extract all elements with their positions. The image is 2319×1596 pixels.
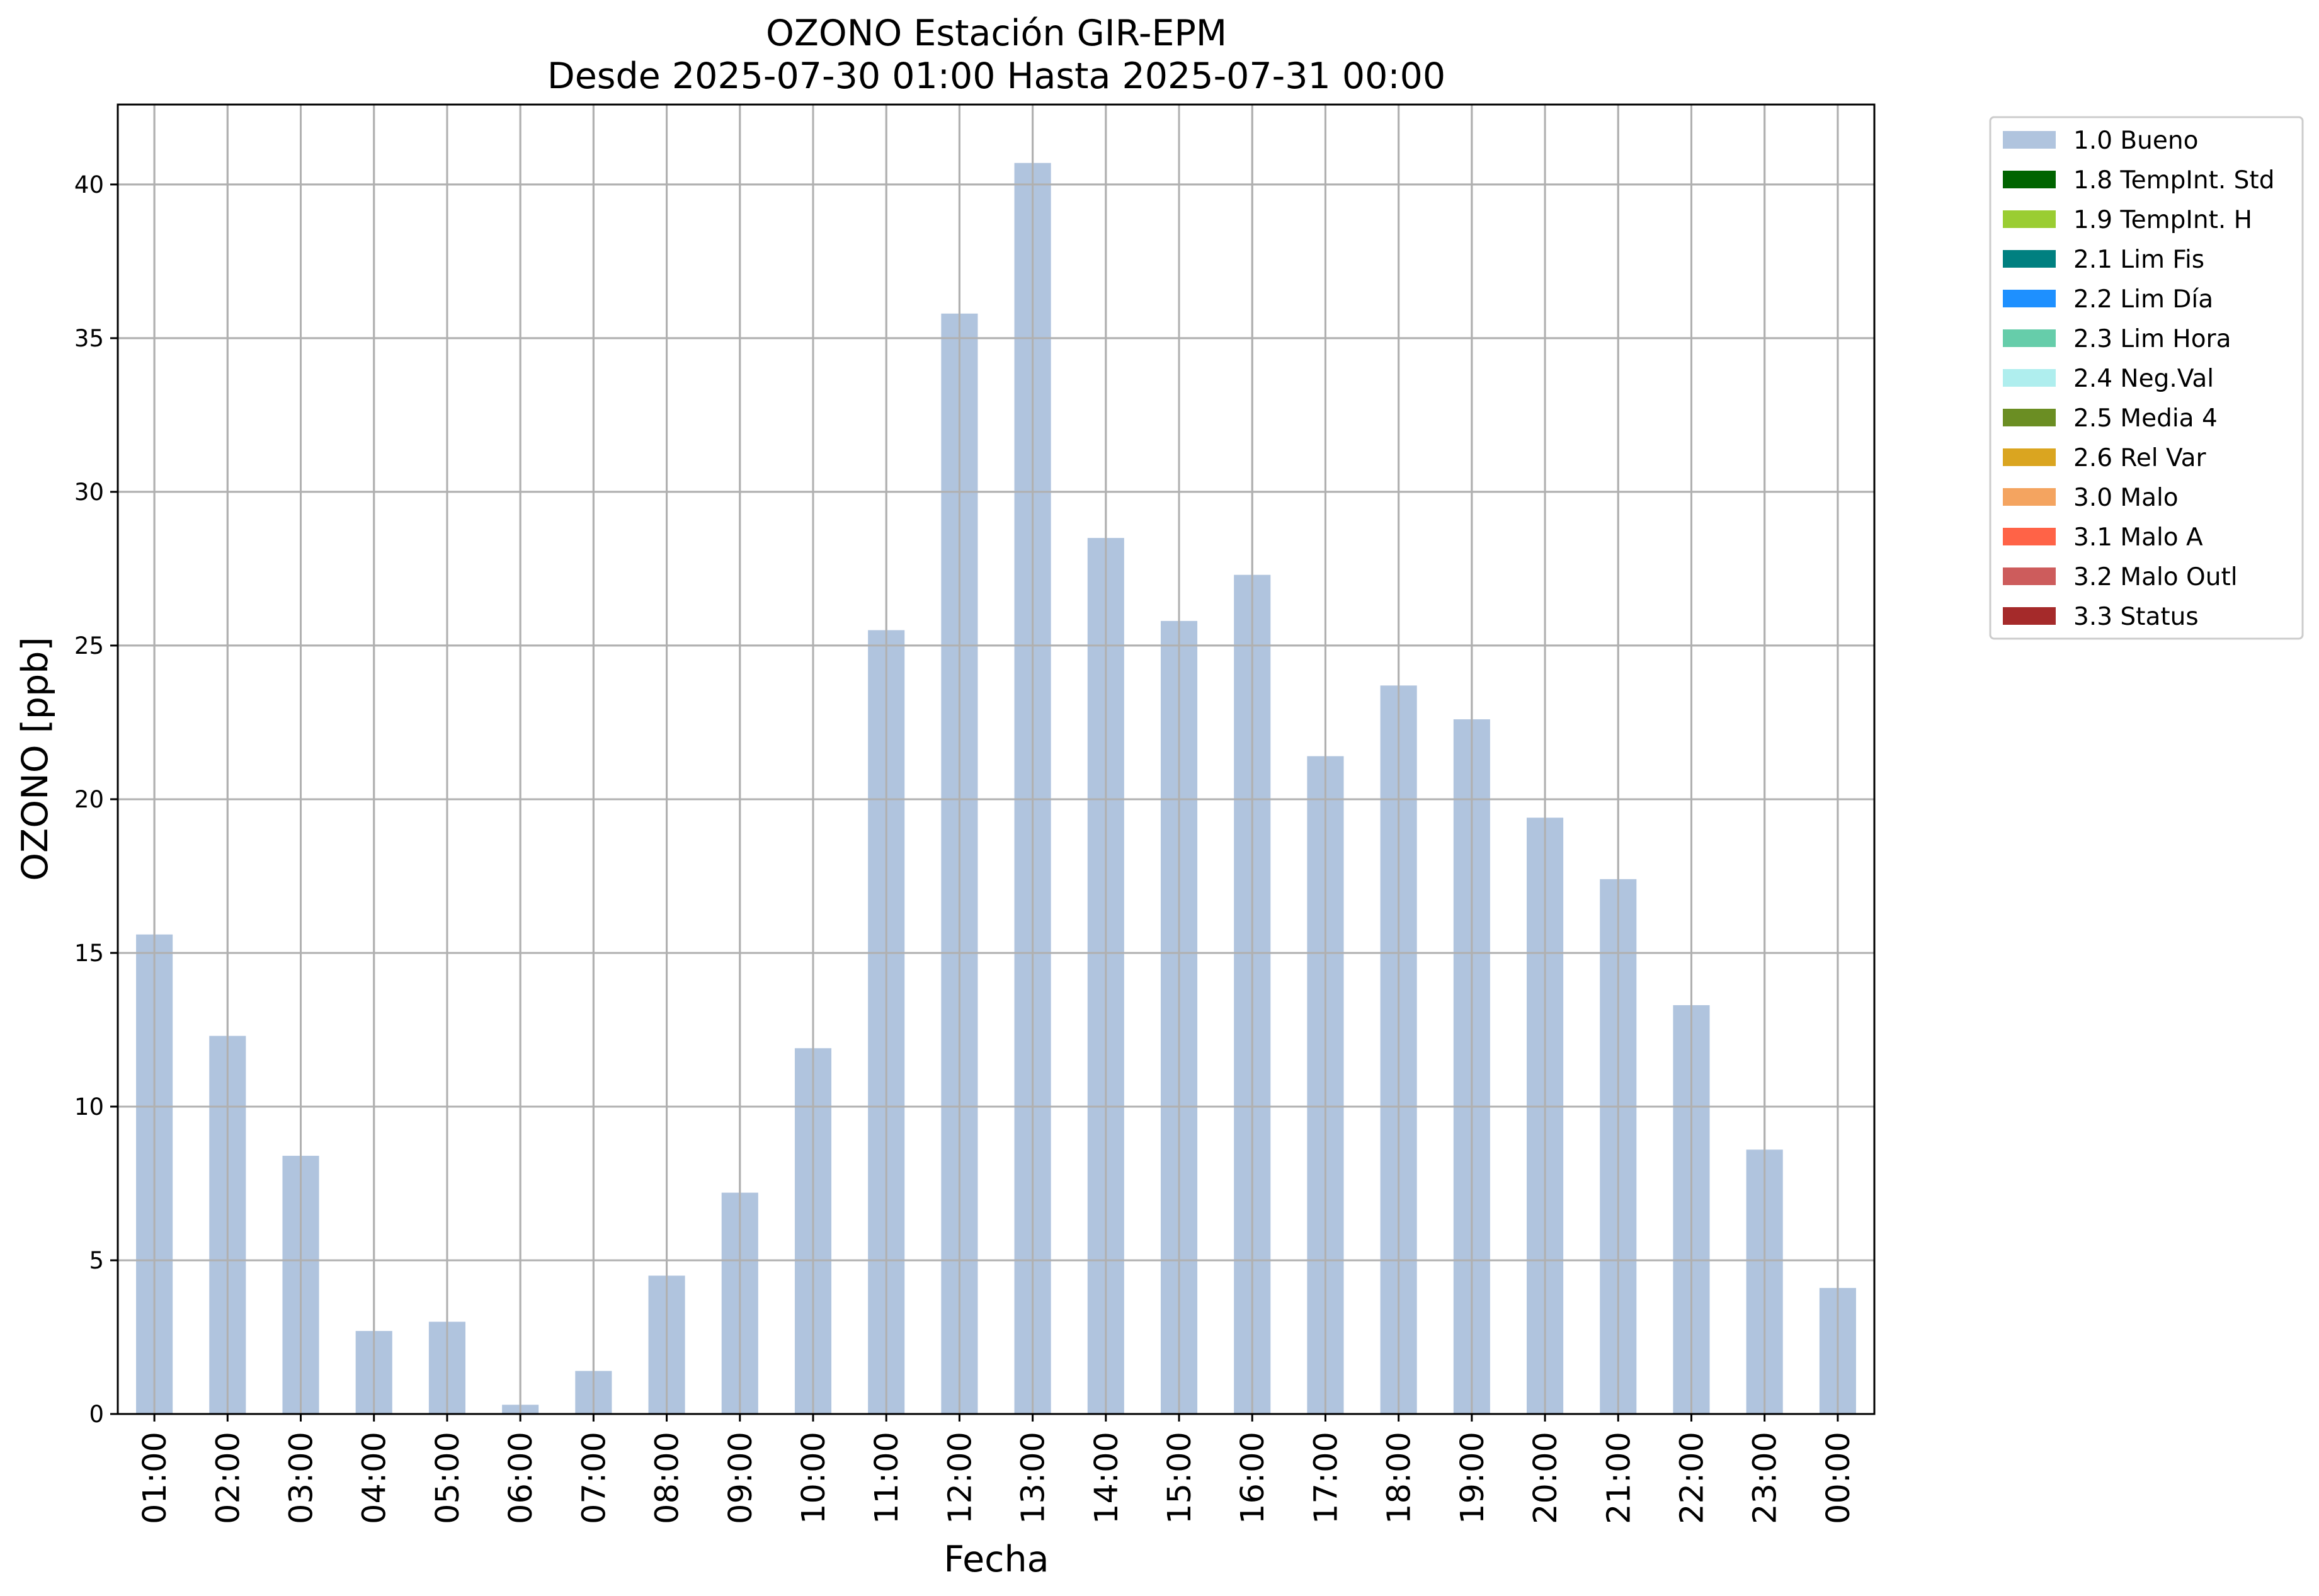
x-tick-label: 08:00	[649, 1432, 687, 1524]
legend-label: 3.1 Malo A	[2073, 523, 2203, 552]
x-axis-ticks: 01:00 02:00 03:00 04:00 05:00 06:00 07:00 08:00…	[137, 1414, 1857, 1524]
legend-swatch	[2003, 369, 2056, 387]
x-tick-label: 02:00	[210, 1432, 247, 1524]
legend-swatch	[2003, 409, 2056, 426]
x-tick-label: 00:00	[1820, 1432, 1857, 1524]
x-tick-label: 03:00	[283, 1432, 321, 1524]
legend-label: 2.2 Lim Día	[2073, 285, 2213, 314]
legend-swatch	[2003, 567, 2056, 585]
grid-overlay	[118, 105, 1874, 1415]
legend-swatch	[2003, 290, 2056, 307]
y-tick-label: 0	[89, 1401, 104, 1428]
x-tick-label: 22:00	[1673, 1432, 1711, 1524]
legend-swatch	[2003, 131, 2056, 149]
legend-label: 3.2 Malo Outl	[2073, 563, 2238, 591]
x-axis-label: Fecha	[943, 1539, 1049, 1580]
y-tick-label: 5	[89, 1247, 104, 1274]
x-tick-label: 17:00	[1308, 1432, 1345, 1524]
legend-label: 1.0 Bueno	[2073, 127, 2198, 155]
legend-label: 2.6 Rel Var	[2073, 444, 2207, 472]
x-tick-label: 14:00	[1088, 1432, 1125, 1524]
legend-swatch	[2003, 329, 2056, 347]
legend-swatch	[2003, 528, 2056, 545]
legend-label: 2.3 Lim Hora	[2073, 325, 2231, 353]
legend-swatch	[2003, 607, 2056, 625]
x-tick-label: 23:00	[1747, 1432, 1784, 1524]
x-tick-label: 04:00	[356, 1432, 394, 1524]
legend-frame	[1989, 116, 2304, 640]
x-tick-label: 16:00	[1234, 1432, 1272, 1524]
legend-label: 2.5 Media 4	[2073, 404, 2218, 433]
legend: 1.0 Bueno 1.8 TempInt. Std 1.9 TempInt. H 2…	[1989, 116, 2304, 640]
y-tick-label: 10	[74, 1093, 104, 1120]
x-tick-label: 15:00	[1161, 1432, 1199, 1524]
x-tick-label: 05:00	[430, 1432, 467, 1524]
y-tick-label: 35	[74, 325, 104, 352]
legend-label: 3.0 Malo	[2073, 484, 2179, 512]
legend-label: 3.3 Status	[2073, 603, 2199, 631]
legend-swatch	[2003, 171, 2056, 188]
x-tick-label: 13:00	[1015, 1432, 1052, 1524]
y-axis-ticks: 0 5 10 15 20 25 30 35 40	[74, 171, 118, 1428]
legend-swatch	[2003, 210, 2056, 228]
legend-label: 1.8 TempInt. Std	[2073, 166, 2274, 195]
chart-subtitle: Desde 2025-07-30 01:00 Hasta 2025-07-31 …	[547, 55, 1445, 97]
x-tick-label: 21:00	[1600, 1432, 1638, 1524]
bars	[136, 162, 1856, 1415]
x-tick-label: 06:00	[503, 1432, 540, 1524]
legend-label: 2.4 Neg.Val	[2073, 365, 2214, 393]
legend-swatch	[2003, 250, 2056, 268]
x-tick-label: 07:00	[576, 1432, 613, 1524]
x-tick-label: 19:00	[1454, 1432, 1491, 1524]
x-tick-label: 09:00	[722, 1432, 760, 1524]
y-axis-label: OZONO [ppb]	[14, 637, 56, 881]
x-tick-label: 18:00	[1381, 1432, 1418, 1524]
chart-title: OZONO Estación GIR-EPM	[766, 13, 1227, 54]
x-tick-label: 10:00	[795, 1432, 833, 1524]
x-tick-label: 20:00	[1527, 1432, 1564, 1524]
x-tick-label: 11:00	[869, 1432, 906, 1524]
x-tick-label: 01:00	[137, 1432, 174, 1524]
legend-label: 1.9 TempInt. H	[2073, 206, 2252, 234]
x-tick-label: 12:00	[942, 1432, 979, 1524]
legend-swatch	[2003, 488, 2056, 506]
y-tick-label: 20	[74, 786, 104, 813]
y-tick-label: 25	[74, 632, 104, 659]
y-tick-label: 15	[74, 940, 104, 967]
legend-swatch	[2003, 448, 2056, 466]
y-tick-label: 40	[74, 171, 104, 198]
plot-frame	[117, 103, 1876, 1415]
y-tick-label: 30	[74, 479, 104, 506]
legend-label: 2.1 Lim Fis	[2073, 246, 2204, 274]
